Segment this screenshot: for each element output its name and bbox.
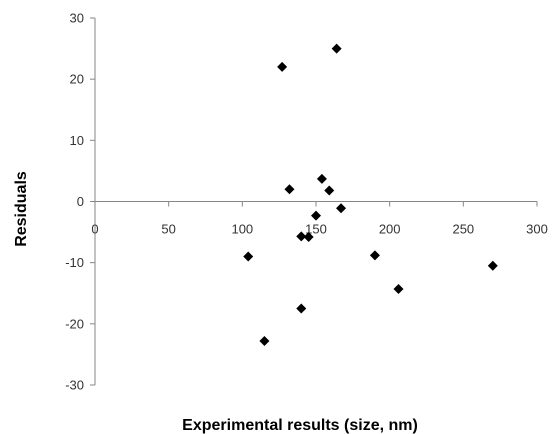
x-tick-label: 50 xyxy=(161,222,175,237)
data-point xyxy=(296,303,307,314)
data-point xyxy=(259,335,270,346)
data-point xyxy=(284,184,295,195)
x-axis xyxy=(94,201,538,207)
data-point xyxy=(316,173,327,184)
data-point xyxy=(303,231,314,242)
data-point xyxy=(393,283,404,294)
y-tick-labels: 30 20 10 0 -10 -20 -30 xyxy=(65,11,84,393)
y-tick-label: -20 xyxy=(65,316,84,331)
data-points xyxy=(243,43,498,346)
x-tick-label: 100 xyxy=(231,222,253,237)
data-point xyxy=(369,250,380,261)
y-tick-label: 20 xyxy=(70,72,84,87)
y-tick-label: 30 xyxy=(70,11,84,26)
x-tick-label: 300 xyxy=(526,222,548,237)
y-axis-title: Residuals xyxy=(13,171,30,247)
x-tick-label: 150 xyxy=(305,222,327,237)
y-tick-label: 0 xyxy=(77,194,84,209)
data-point xyxy=(243,251,254,262)
y-axis xyxy=(90,17,96,386)
data-point xyxy=(311,210,321,221)
x-tick-label: 0 xyxy=(91,222,98,237)
data-point xyxy=(487,260,498,271)
y-tick-label: 10 xyxy=(70,133,84,148)
x-tick-label: 250 xyxy=(452,222,474,237)
x-tick-labels: 0 50 100 150 200 250 300 xyxy=(91,222,547,237)
y-tick-label: -30 xyxy=(65,378,84,393)
y-tick-label: -10 xyxy=(65,255,84,270)
data-point xyxy=(296,231,307,242)
x-axis-title: Experimental results (size, nm) xyxy=(182,417,418,434)
data-point xyxy=(331,43,342,54)
data-point xyxy=(324,185,335,196)
data-point xyxy=(336,203,347,214)
x-tick-label: 200 xyxy=(379,222,401,237)
data-point xyxy=(277,61,288,72)
